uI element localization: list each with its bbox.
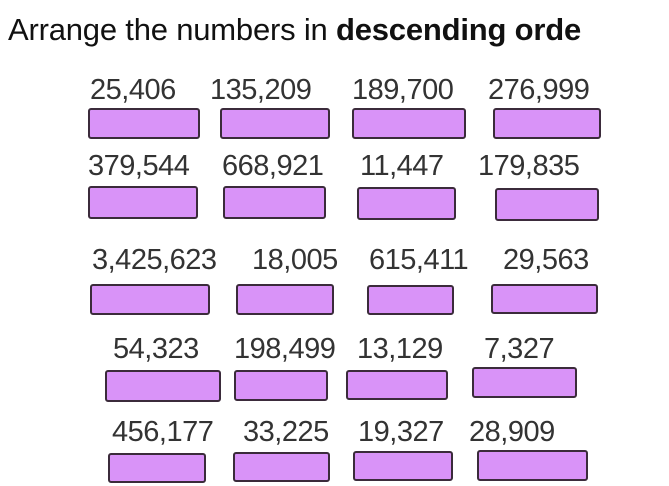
number-label: 11,447 <box>360 150 444 182</box>
answer-drop-box[interactable] <box>105 370 221 402</box>
number-label: 3,425,623 <box>92 244 217 276</box>
answer-drop-box[interactable] <box>357 187 456 220</box>
answer-drop-box[interactable] <box>346 370 448 400</box>
answer-drop-box[interactable] <box>233 452 330 482</box>
number-label: 7,327 <box>484 333 555 365</box>
answer-drop-box[interactable] <box>352 108 466 139</box>
answer-drop-box[interactable] <box>477 450 588 481</box>
answer-drop-box[interactable] <box>495 188 599 221</box>
number-label: 54,323 <box>113 333 199 365</box>
instruction-emphasis: descending orde <box>335 12 582 47</box>
number-label: 135,209 <box>210 74 312 106</box>
answer-drop-box[interactable] <box>88 186 198 219</box>
instruction-text: Arrange the numbers in descending orde <box>8 12 581 48</box>
answer-drop-box[interactable] <box>223 186 326 219</box>
number-label: 28,909 <box>469 416 555 448</box>
number-label: 33,225 <box>243 416 329 448</box>
number-label: 379,544 <box>88 150 190 182</box>
number-label: 668,921 <box>222 150 324 182</box>
number-label: 456,177 <box>112 416 214 448</box>
number-label: 198,499 <box>234 333 336 365</box>
answer-drop-box[interactable] <box>220 108 330 139</box>
number-label: 25,406 <box>90 74 176 106</box>
number-label: 18,005 <box>252 244 338 276</box>
answer-drop-box[interactable] <box>236 284 334 315</box>
answer-drop-box[interactable] <box>90 284 210 315</box>
answer-drop-box[interactable] <box>234 370 328 401</box>
answer-drop-box[interactable] <box>472 367 577 398</box>
number-label: 615,411 <box>369 244 469 276</box>
number-label: 276,999 <box>488 74 590 106</box>
answer-drop-box[interactable] <box>493 108 601 139</box>
answer-drop-box[interactable] <box>108 453 206 483</box>
number-label: 179,835 <box>478 150 580 182</box>
answer-drop-box[interactable] <box>353 451 453 481</box>
number-label: 19,327 <box>358 416 444 448</box>
answer-drop-box[interactable] <box>491 284 598 314</box>
number-label: 13,129 <box>357 333 443 365</box>
number-label: 29,563 <box>503 244 589 276</box>
number-label: 189,700 <box>352 74 454 106</box>
instruction-prefix: Arrange the numbers in <box>8 12 336 47</box>
answer-drop-box[interactable] <box>367 285 454 315</box>
answer-drop-box[interactable] <box>88 108 200 139</box>
